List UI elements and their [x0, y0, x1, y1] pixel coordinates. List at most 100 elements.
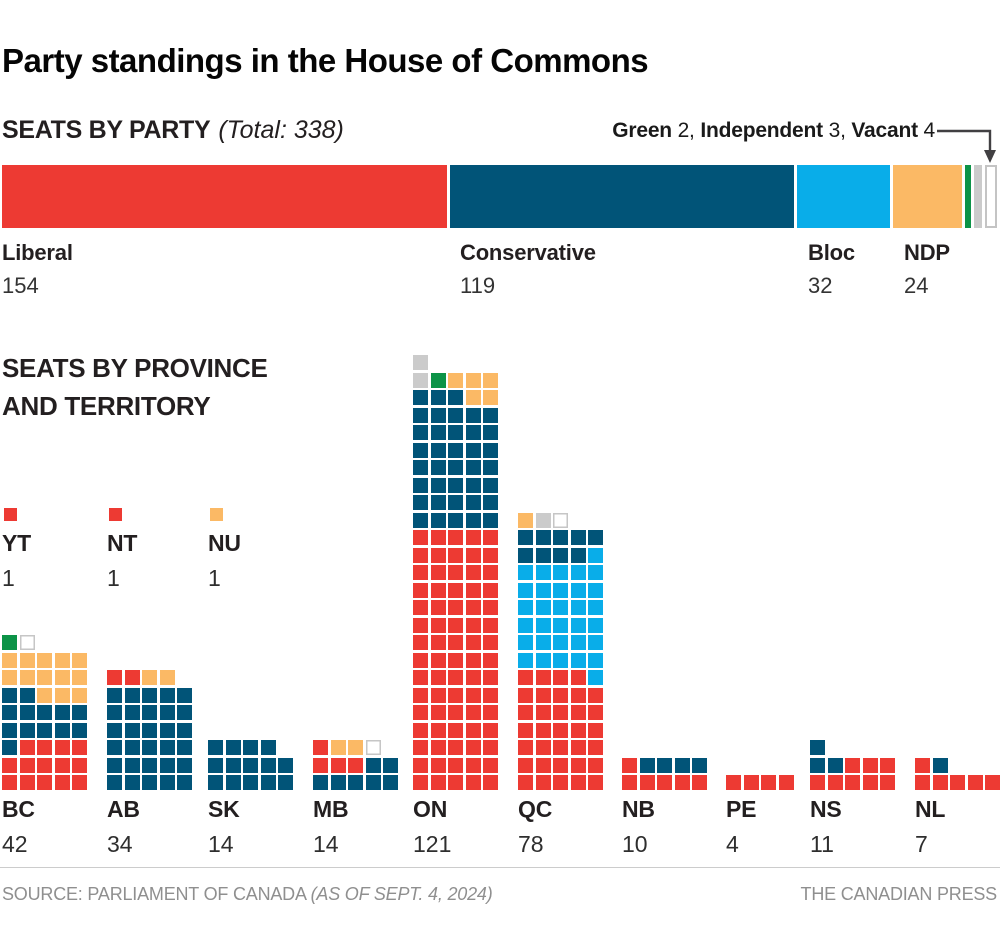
annotation-party-value: 3, — [822, 119, 852, 142]
seat-cell-L — [413, 547, 428, 563]
party-label-liberal: Liberal 154 — [2, 240, 73, 299]
seat-cell-C — [330, 775, 346, 790]
seat-cell-L — [862, 757, 878, 773]
seat-cell-L — [313, 740, 328, 755]
seat-cell-L — [570, 687, 586, 703]
seat-cell-C — [177, 740, 192, 755]
seat-cell-B — [588, 635, 603, 650]
province-name: AB — [107, 796, 140, 822]
seat-cell-C — [570, 530, 586, 545]
seat-cell-L — [639, 775, 655, 790]
seat-cell-L — [553, 722, 568, 738]
party-seats: 119 — [460, 273, 496, 298]
seat-cell-L — [430, 757, 446, 773]
total-seats-note: (Total: 338) — [218, 116, 344, 144]
waffle-row — [2, 652, 87, 668]
seat-cell-L — [483, 705, 498, 720]
province-seats: 4 — [726, 831, 739, 857]
bar-segment-ndp — [892, 165, 962, 228]
seat-cell-N — [72, 670, 87, 685]
seat-cell-C — [225, 740, 241, 755]
seat-cell-C — [124, 740, 140, 755]
seat-cell-C — [159, 740, 175, 755]
seat-cell-L — [430, 547, 446, 563]
seat-cell-C — [142, 722, 157, 738]
seat-cell-L — [483, 740, 498, 755]
seat-cell-L — [553, 757, 568, 773]
territory-seat-square-nt — [109, 508, 122, 521]
province-name: NL — [915, 796, 946, 822]
seat-cell-B — [588, 652, 603, 668]
seat-cell-L — [465, 722, 481, 738]
seat-cell-C — [37, 722, 52, 738]
annotation-arrow — [937, 129, 996, 163]
seat-cell-L — [430, 670, 446, 685]
seat-cell-C — [413, 512, 428, 528]
seat-cell-L — [845, 775, 860, 790]
seat-cell-L — [570, 705, 586, 720]
seat-cell-B — [588, 670, 603, 685]
seat-cell-L — [570, 757, 586, 773]
seat-cell-L — [535, 687, 551, 703]
waffle-row — [518, 722, 603, 738]
seat-cell-L — [448, 757, 463, 773]
seat-cell-C — [518, 530, 533, 545]
seats-by-party-heading-text: SEATS BY PARTY — [2, 116, 211, 144]
seat-cell-L — [827, 775, 843, 790]
seat-cell-L — [2, 757, 17, 773]
waffle-row — [413, 495, 498, 510]
seat-cell-N — [142, 670, 157, 685]
seat-cell-L — [465, 600, 481, 615]
territory-seat-square-nu — [210, 508, 223, 521]
seat-cell-C — [448, 512, 463, 528]
seat-cell-L — [465, 705, 481, 720]
seat-cell-L — [448, 565, 463, 580]
seat-cell-L — [483, 652, 498, 668]
seat-cell-B — [553, 600, 568, 615]
waffle-row — [107, 687, 192, 703]
seat-cell-C — [413, 442, 428, 458]
waffle-row — [518, 687, 603, 703]
footer-divider — [0, 867, 1000, 868]
seat-cell-C — [827, 757, 843, 773]
seat-cell-C — [243, 775, 258, 790]
seat-cell-L — [950, 775, 965, 790]
seat-cell-B — [535, 565, 551, 580]
province-seats: 121 — [413, 831, 452, 857]
seat-cell-C — [260, 740, 276, 755]
seat-cell-L — [448, 705, 463, 720]
seat-cell-C — [639, 757, 655, 773]
seat-cell-L — [622, 775, 637, 790]
seat-cell-L — [107, 670, 122, 685]
waffle-column-bc — [2, 635, 87, 790]
province-seats: 42 — [2, 831, 28, 857]
waffle-row — [518, 600, 603, 615]
seat-cell-L — [448, 652, 463, 668]
seat-cell-C — [535, 547, 551, 563]
seat-cell-I — [413, 372, 428, 388]
seat-cell-C — [159, 775, 175, 790]
party-name: NDP — [904, 240, 950, 265]
province-seats: 78 — [518, 831, 544, 857]
source-date-note: (AS OF SEPT. 4, 2024) — [310, 884, 493, 904]
waffle-row — [107, 670, 175, 685]
seat-cell-C — [177, 705, 192, 720]
seat-cell-L — [570, 670, 586, 685]
seat-cell-C — [124, 775, 140, 790]
seat-cell-L — [448, 775, 463, 790]
seat-cell-B — [553, 617, 568, 633]
territory-name: NT — [107, 530, 138, 556]
seat-cell-L — [430, 582, 446, 598]
seat-cell-L — [37, 757, 52, 773]
waffle-row — [518, 617, 603, 633]
seat-cell-L — [37, 775, 52, 790]
seat-cell-V — [553, 512, 568, 528]
province-label-ns: NS 11 — [810, 796, 842, 858]
seat-cell-G — [2, 635, 17, 650]
waffle-row — [413, 477, 498, 493]
waffle-column-qc — [518, 512, 603, 790]
province-label-qc: QC 78 — [518, 796, 552, 858]
waffle-row — [518, 705, 603, 720]
seat-cell-B — [570, 617, 586, 633]
seat-cell-L — [413, 757, 428, 773]
